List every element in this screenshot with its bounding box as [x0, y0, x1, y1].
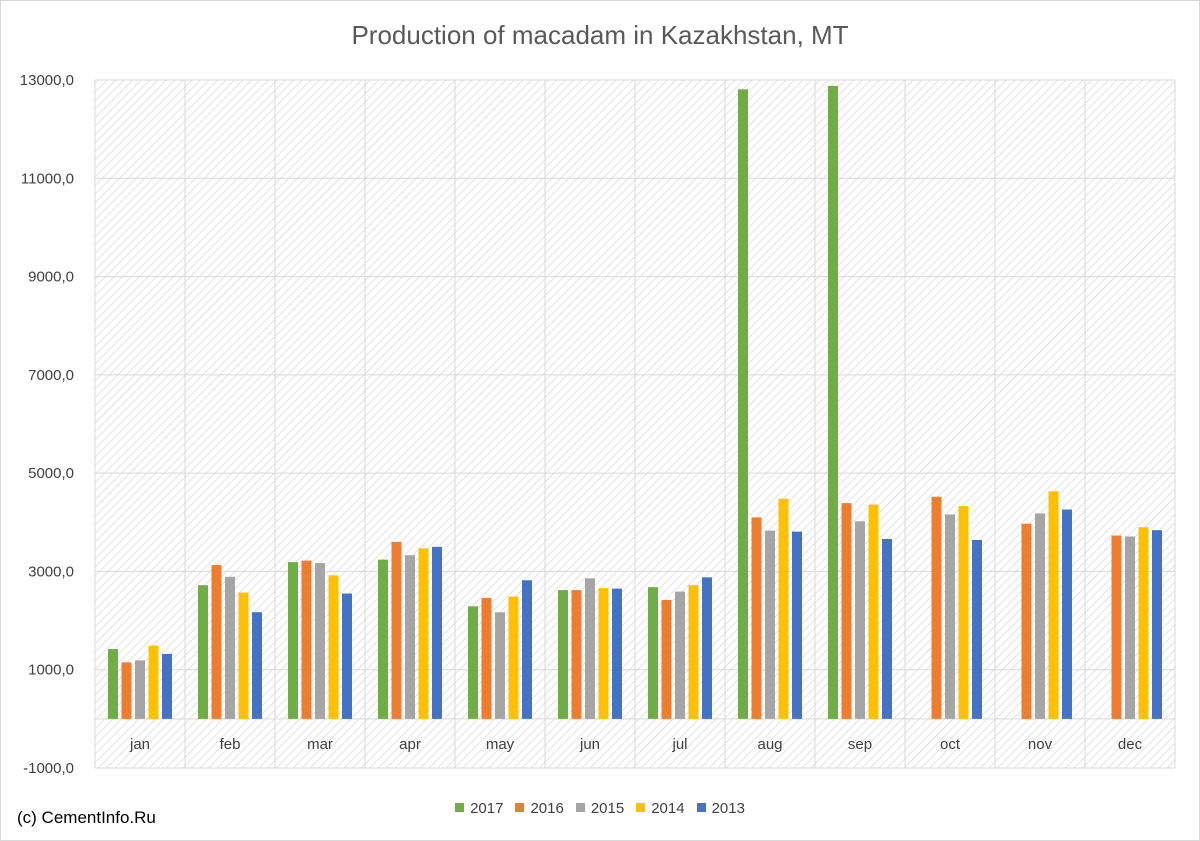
bar-2013-sep: [882, 538, 892, 719]
legend-item: 2017: [455, 800, 503, 817]
legend-label: 2014: [651, 800, 685, 817]
bar-2014-jul: [688, 585, 699, 719]
bar-2016-nov: [1021, 523, 1032, 719]
x-tick-label: dec: [1118, 736, 1143, 753]
bar-2016-mar: [301, 560, 312, 719]
y-tick-label: 1000,0: [28, 662, 74, 679]
legend-label: 2016: [530, 800, 564, 817]
y-tick-label: 3000,0: [28, 563, 74, 580]
bar-2015-may: [495, 612, 505, 719]
x-tick-label: nov: [1028, 736, 1053, 753]
y-tick-label: 7000,0: [28, 367, 74, 384]
bar-2014-may: [508, 596, 519, 719]
chart-legend: 2017 2016 2015 2014 2013: [0, 800, 1200, 817]
legend-swatch: [515, 803, 525, 812]
legend-item: 2013: [696, 800, 745, 817]
bar-2015-nov: [1035, 513, 1045, 719]
legend-swatch: [575, 803, 585, 812]
bar-2013-mar: [342, 593, 352, 719]
y-tick-label: 9000,0: [28, 269, 74, 286]
bar-2016-jan: [121, 662, 132, 719]
credit-text: (c) CementInfo.Ru: [17, 808, 156, 827]
bar-2017-mar: [288, 562, 298, 719]
x-tick-label: jan: [129, 736, 150, 753]
bar-2014-feb: [238, 592, 249, 719]
bar-2017-aug: [738, 89, 748, 719]
bar-2014-sep: [868, 504, 879, 719]
bar-2013-jan: [162, 653, 172, 719]
bar-2014-dec: [1138, 527, 1149, 719]
bar-2014-nov: [1048, 491, 1059, 719]
bar-2014-jun: [598, 588, 609, 719]
x-tick-label: jun: [579, 736, 600, 753]
bar-2015-jan: [135, 660, 145, 719]
bar-2016-jun: [571, 590, 582, 719]
bar-2017-sep: [828, 85, 838, 719]
bar-2013-nov: [1062, 509, 1072, 719]
bar-2015-jul: [675, 591, 685, 719]
legend-label: 2015: [590, 800, 625, 817]
bar-2015-mar: [315, 563, 325, 719]
bar-2015-dec: [1125, 536, 1135, 719]
bar-2016-oct: [931, 496, 942, 719]
legend-item: 2015: [575, 800, 625, 817]
x-tick-label: feb: [220, 736, 241, 753]
x-tick-label: sep: [848, 736, 872, 753]
bar-2017-may: [468, 606, 478, 719]
bar-2016-feb: [211, 565, 222, 719]
bar-2015-jun: [585, 578, 595, 719]
legend-item: 2014: [636, 800, 685, 817]
legend-label: 2017: [470, 800, 504, 817]
bar-2016-jul: [661, 599, 672, 719]
bar-2014-mar: [328, 575, 339, 719]
bar-2016-aug: [751, 517, 762, 719]
y-tick-label: 5000,0: [28, 465, 74, 482]
x-tick-label: aug: [757, 736, 782, 753]
bar-2016-sep: [841, 503, 852, 719]
bar-2015-sep: [855, 521, 865, 719]
bar-2014-aug: [778, 498, 789, 719]
x-tick-label: may: [486, 736, 515, 753]
legend-swatch: [455, 803, 465, 812]
bar-2013-jul: [702, 577, 712, 719]
bar-2017-jun: [558, 590, 568, 719]
bar-2015-oct: [945, 514, 955, 719]
bar-2014-jan: [148, 645, 159, 719]
bar-2016-apr: [391, 541, 402, 719]
legend-item: 2016: [515, 800, 564, 817]
legend-swatch: [696, 803, 706, 812]
bar-2017-apr: [378, 559, 388, 719]
bar-2014-oct: [958, 506, 969, 719]
y-tick-label: 13000,0: [20, 72, 74, 89]
bar-2015-feb: [225, 576, 235, 719]
bar-2013-may: [522, 580, 532, 719]
x-tick-label: oct: [940, 736, 961, 753]
bar-2014-apr: [418, 548, 429, 719]
bar-2013-feb: [252, 612, 262, 719]
x-tick-label: mar: [307, 736, 333, 753]
bar-2013-apr: [432, 546, 442, 719]
bar-2015-apr: [405, 555, 415, 719]
bar-2013-aug: [792, 531, 802, 719]
bar-2017-feb: [198, 585, 208, 719]
legend-swatch: [636, 803, 646, 812]
bar-2016-dec: [1111, 535, 1122, 719]
bar-2017-jan: [108, 649, 118, 719]
bar-2013-jun: [612, 588, 622, 719]
bar-2013-dec: [1152, 530, 1162, 719]
bar-2017-jul: [648, 587, 658, 719]
x-tick-label: jul: [671, 736, 687, 753]
y-tick-label: -1000,0: [23, 760, 74, 777]
y-tick-label: 11000,0: [21, 170, 74, 187]
x-tick-label: apr: [399, 736, 421, 753]
legend-label: 2013: [711, 800, 745, 817]
bar-2013-oct: [972, 539, 982, 719]
bar-2016-may: [481, 597, 492, 719]
bar-2015-aug: [765, 530, 775, 719]
chart-title: Production of macadam in Kazakhstan, MT: [351, 20, 849, 50]
